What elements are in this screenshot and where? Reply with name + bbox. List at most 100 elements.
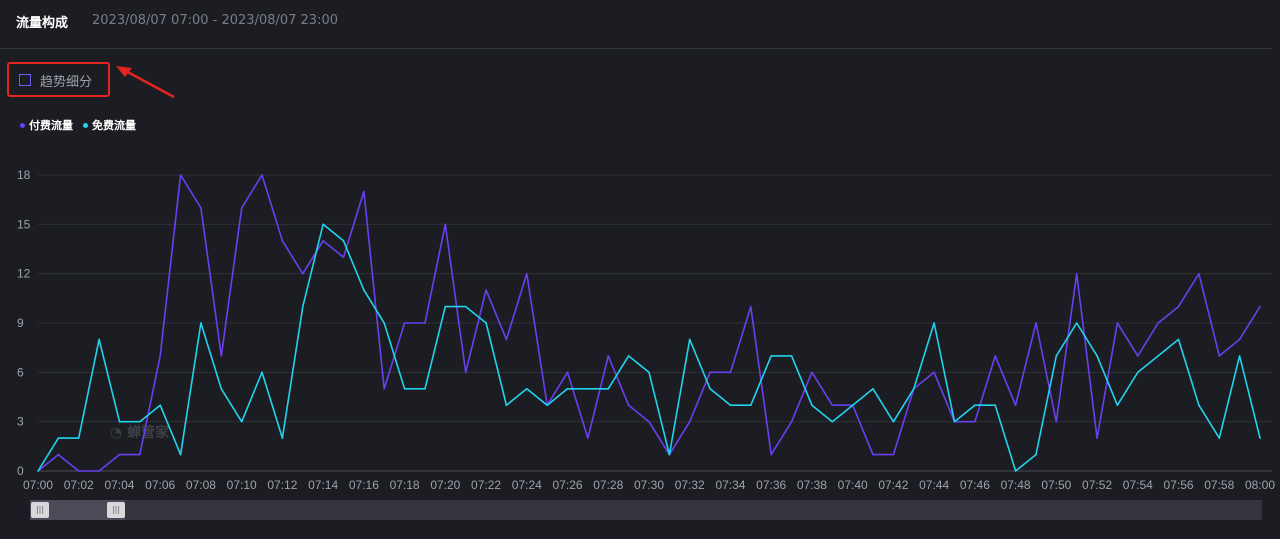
data-point-1-10 (240, 420, 243, 423)
x-tick-label: 07:06 (145, 478, 175, 492)
data-point-0-15 (342, 256, 345, 259)
data-point-0-33 (709, 371, 711, 374)
data-point-1-30 (648, 371, 650, 374)
data-point-1-56 (1177, 338, 1180, 341)
x-tick-label: 07:48 (1001, 478, 1031, 492)
x-tick-label: 07:20 (430, 478, 460, 492)
data-point-0-60 (1259, 305, 1261, 308)
data-point-0-49 (1035, 322, 1037, 324)
data-point-0-11 (261, 174, 263, 176)
x-tick-label: 07:58 (1204, 478, 1234, 492)
x-tick-label: 07:16 (349, 478, 379, 492)
data-point-1-14 (322, 223, 324, 226)
data-point-0-22 (485, 289, 487, 291)
data-point-1-35 (750, 404, 752, 407)
y-tick-label: 12 (17, 267, 31, 281)
watermark-text: 蝉管家 (127, 425, 170, 441)
line-chart: 0 3 6 9 12 15 18 07:00 07:02 07:04 07:06 07:08 07:10… (17, 168, 1275, 492)
x-tick-label: 07:08 (186, 478, 216, 492)
data-point-1-41 (872, 387, 874, 390)
x-tick-label: 07:46 (960, 478, 990, 492)
x-tick-label: 07:56 (1164, 478, 1194, 492)
data-point-1-28 (607, 387, 610, 390)
data-point-0-55 (1157, 322, 1159, 324)
x-tick-label: 07:52 (1082, 478, 1112, 492)
zoom-slider-right-handle[interactable]: ||| (107, 502, 125, 518)
data-point-0-41 (872, 453, 874, 456)
x-tick-label: 07:36 (756, 478, 786, 492)
panel-header: 流量构成 2023/08/07 07:00 - 2023/08/07 23:00 (0, 0, 1272, 49)
data-point-1-13 (301, 305, 304, 308)
data-point-1-0 (37, 470, 39, 472)
data-point-0-32 (688, 420, 691, 423)
x-tick-label: 07:44 (919, 478, 949, 492)
data-point-1-18 (403, 387, 406, 390)
legend-item-free[interactable]: 免费流量 (83, 117, 136, 133)
data-point-0-24 (526, 272, 528, 275)
data-point-1-33 (709, 387, 711, 390)
y-tick-label: 9 (17, 316, 24, 330)
zoom-slider-left-handle[interactable]: ||| (31, 502, 49, 518)
x-tick-label: 07:22 (471, 478, 501, 492)
trend-checkbox[interactable] (19, 74, 31, 86)
data-point-0-42 (892, 453, 895, 456)
data-point-1-43 (912, 387, 915, 390)
y-tick-label: 0 (17, 464, 24, 478)
data-point-0-29 (627, 404, 630, 407)
data-point-1-25 (546, 404, 548, 407)
data-point-0-30 (648, 420, 650, 423)
x-tick-label: 07:54 (1123, 478, 1153, 492)
data-point-1-55 (1157, 355, 1159, 357)
x-tick-label: 07:14 (308, 478, 338, 492)
data-point-1-11 (261, 371, 263, 374)
legend-dot-paid (20, 122, 25, 128)
data-point-0-35 (750, 305, 752, 308)
data-point-0-13 (301, 272, 304, 275)
data-point-0-12 (281, 239, 284, 242)
x-tick-label: 07:26 (553, 478, 583, 492)
x-tick-label: 07:50 (1041, 478, 1071, 492)
data-point-0-50 (1055, 420, 1058, 423)
zoom-slider-range[interactable] (30, 500, 125, 520)
data-point-1-8 (200, 322, 202, 324)
data-point-0-59 (1238, 338, 1241, 341)
data-point-0-38 (811, 371, 813, 374)
x-tick-label: 07:18 (390, 478, 420, 492)
data-point-1-60 (1259, 437, 1261, 439)
data-point-0-27 (587, 437, 589, 439)
data-point-1-4 (118, 420, 121, 423)
data-point-0-57 (1198, 272, 1200, 275)
data-point-1-34 (729, 404, 732, 407)
data-point-0-14 (322, 239, 324, 242)
data-point-0-58 (1218, 355, 1221, 357)
data-point-1-52 (1096, 355, 1098, 357)
x-tick-label: 07:30 (634, 478, 664, 492)
data-point-1-29 (627, 355, 630, 357)
x-tick-label: 07:02 (64, 478, 94, 492)
data-point-1-46 (974, 404, 976, 407)
chart-legend: 付费流量 免费流量 (20, 117, 136, 133)
data-point-0-19 (424, 322, 426, 324)
data-point-1-19 (424, 387, 426, 390)
data-point-0-51 (1075, 272, 1078, 275)
data-point-1-51 (1075, 322, 1078, 324)
zoom-slider[interactable]: ||| ||| (30, 500, 1262, 520)
data-point-1-17 (383, 322, 386, 324)
data-point-1-40 (851, 404, 854, 407)
trend-breakdown-toggle[interactable]: 趋势细分 (7, 62, 110, 97)
x-tick-label: 07:42 (878, 478, 908, 492)
data-point-0-47 (994, 355, 997, 357)
data-point-1-23 (505, 404, 508, 407)
data-point-1-54 (1137, 371, 1139, 374)
x-tick-label: 07:34 (715, 478, 745, 492)
date-range: 2023/08/07 07:00 - 2023/08/07 23:00 (92, 13, 339, 28)
y-tick-label: 15 (17, 217, 31, 231)
data-point-0-37 (790, 420, 793, 423)
legend-dot-free (83, 122, 88, 128)
data-point-1-26 (566, 387, 569, 390)
legend-item-paid[interactable]: 付费流量 (20, 117, 73, 133)
data-point-1-59 (1238, 355, 1241, 357)
data-point-1-15 (342, 239, 345, 242)
data-point-1-42 (892, 420, 895, 423)
x-tick-label: 07:10 (227, 478, 257, 492)
